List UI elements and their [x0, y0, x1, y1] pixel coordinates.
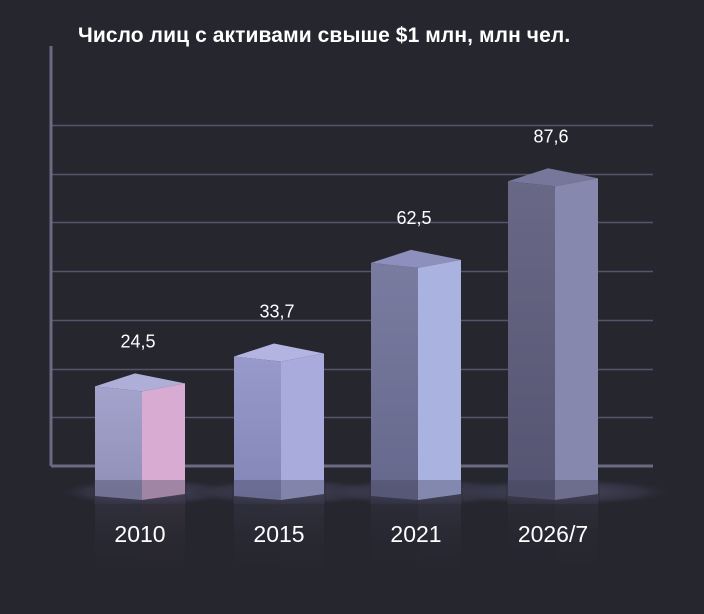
chart-title: Число лиц с активами свыше $1 млн, млн ч… — [78, 24, 571, 47]
bar-top-face — [234, 343, 324, 362]
bar — [507, 168, 599, 504]
bar-front-shade — [508, 181, 555, 501]
bar-side-face — [281, 353, 324, 500]
bar-base-fade — [370, 480, 462, 504]
value-label: 62,5 — [396, 208, 431, 228]
value-label: 87,6 — [533, 126, 568, 146]
bar-top-face — [508, 168, 598, 187]
bar-side-face — [555, 178, 598, 501]
bar — [233, 343, 325, 504]
x-tick-label: 2021 — [390, 521, 441, 547]
bar-side-face — [142, 383, 185, 500]
bar-front-shade — [95, 386, 142, 500]
x-tick-label: 2026/7 — [518, 521, 588, 547]
bar — [370, 249, 462, 504]
bar-top-face — [371, 249, 461, 268]
bar-top-face — [95, 373, 185, 392]
bar-base-fade — [507, 480, 599, 504]
x-tick-labels: 2010 2015 2021 2026/7 — [114, 521, 588, 547]
bar-front-shade — [371, 262, 418, 500]
value-label: 33,7 — [259, 301, 294, 321]
x-tick-label: 2010 — [114, 521, 165, 547]
value-labels: 24,5 33,7 62,5 87,6 — [120, 126, 568, 351]
bar-side-face — [418, 259, 461, 500]
bar — [94, 373, 186, 504]
bar-base-fade — [233, 480, 325, 504]
bar-front-shade — [234, 356, 281, 500]
bars — [94, 168, 599, 504]
x-tick-label: 2015 — [253, 521, 304, 547]
gridlines — [51, 124, 653, 419]
value-label: 24,5 — [120, 331, 155, 351]
bar-base-fade — [94, 480, 186, 504]
